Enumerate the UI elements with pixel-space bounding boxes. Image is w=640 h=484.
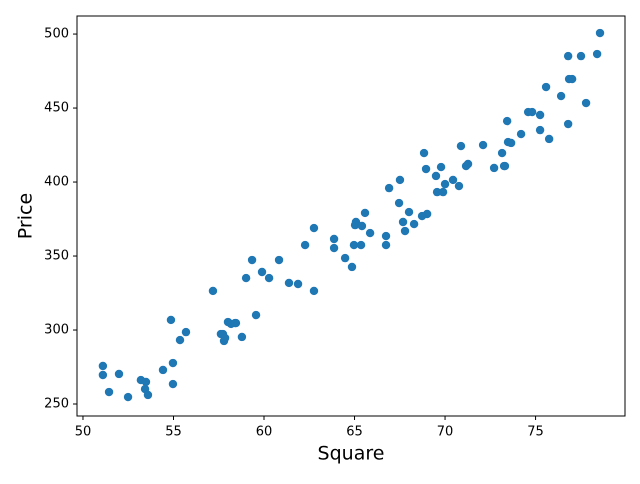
point bbox=[417, 211, 427, 221]
point bbox=[421, 164, 431, 174]
point bbox=[347, 262, 357, 272]
point bbox=[461, 161, 471, 171]
point bbox=[300, 240, 310, 250]
point bbox=[404, 207, 414, 217]
point bbox=[419, 148, 429, 158]
point bbox=[274, 255, 284, 265]
point bbox=[309, 286, 319, 296]
point bbox=[356, 240, 366, 250]
point bbox=[563, 51, 573, 61]
point bbox=[114, 369, 124, 379]
point bbox=[143, 390, 153, 400]
point bbox=[395, 175, 405, 185]
point bbox=[454, 181, 464, 191]
y-tick-label: 500 bbox=[44, 27, 69, 42]
point bbox=[175, 335, 185, 345]
point bbox=[448, 175, 458, 185]
point bbox=[567, 74, 577, 84]
point bbox=[478, 140, 488, 150]
point bbox=[535, 125, 545, 135]
x-tick-label: 70 bbox=[437, 425, 454, 440]
point bbox=[123, 392, 133, 402]
x-tick-label: 50 bbox=[75, 425, 92, 440]
point bbox=[592, 49, 602, 59]
point bbox=[556, 91, 566, 101]
point bbox=[563, 119, 573, 129]
point bbox=[516, 129, 526, 139]
point bbox=[384, 183, 394, 193]
point bbox=[257, 267, 267, 277]
point bbox=[293, 279, 303, 289]
point bbox=[438, 187, 448, 197]
point bbox=[230, 318, 240, 328]
x-axis-label: Square bbox=[318, 443, 385, 465]
point bbox=[168, 358, 178, 368]
point bbox=[394, 198, 404, 208]
point bbox=[98, 370, 108, 380]
point bbox=[506, 138, 516, 148]
plot-frame bbox=[76, 15, 626, 417]
point bbox=[502, 116, 512, 126]
point bbox=[208, 286, 218, 296]
point bbox=[456, 141, 466, 151]
point bbox=[409, 219, 419, 229]
point bbox=[251, 310, 261, 320]
point bbox=[350, 220, 360, 230]
point bbox=[544, 134, 554, 144]
point bbox=[360, 208, 370, 218]
x-tick-label: 65 bbox=[346, 425, 363, 440]
point bbox=[527, 107, 537, 117]
point bbox=[381, 240, 391, 250]
point bbox=[500, 161, 510, 171]
x-tick-label: 75 bbox=[527, 425, 544, 440]
point bbox=[104, 387, 114, 397]
point bbox=[365, 228, 375, 238]
point bbox=[158, 365, 168, 375]
point bbox=[576, 51, 586, 61]
point bbox=[284, 278, 294, 288]
point bbox=[357, 221, 367, 231]
point bbox=[237, 332, 247, 342]
y-tick-label: 400 bbox=[44, 175, 69, 190]
point bbox=[98, 361, 108, 371]
point bbox=[436, 162, 446, 172]
point bbox=[595, 28, 605, 38]
point bbox=[309, 223, 319, 233]
point bbox=[432, 187, 442, 197]
x-tick-label: 60 bbox=[256, 425, 273, 440]
point bbox=[166, 315, 176, 325]
point bbox=[400, 226, 410, 236]
point bbox=[489, 163, 499, 173]
point bbox=[329, 243, 339, 253]
point bbox=[398, 217, 408, 227]
y-tick-label: 250 bbox=[44, 397, 69, 412]
point bbox=[381, 231, 391, 241]
y-tick-label: 450 bbox=[44, 101, 69, 116]
point bbox=[220, 333, 230, 343]
point bbox=[340, 253, 350, 263]
point bbox=[581, 98, 591, 108]
point bbox=[497, 148, 507, 158]
y-tick-label: 300 bbox=[44, 323, 69, 338]
point bbox=[181, 327, 191, 337]
point bbox=[440, 179, 450, 189]
y-axis-label: Price bbox=[15, 193, 37, 239]
point bbox=[168, 379, 178, 389]
point bbox=[541, 82, 551, 92]
point bbox=[241, 273, 251, 283]
point bbox=[264, 273, 274, 283]
point bbox=[349, 240, 359, 250]
point bbox=[329, 234, 339, 244]
point bbox=[535, 110, 545, 120]
point bbox=[247, 255, 257, 265]
point bbox=[431, 171, 441, 181]
point bbox=[141, 377, 151, 387]
y-tick-label: 350 bbox=[44, 249, 69, 264]
x-tick-label: 55 bbox=[165, 425, 182, 440]
